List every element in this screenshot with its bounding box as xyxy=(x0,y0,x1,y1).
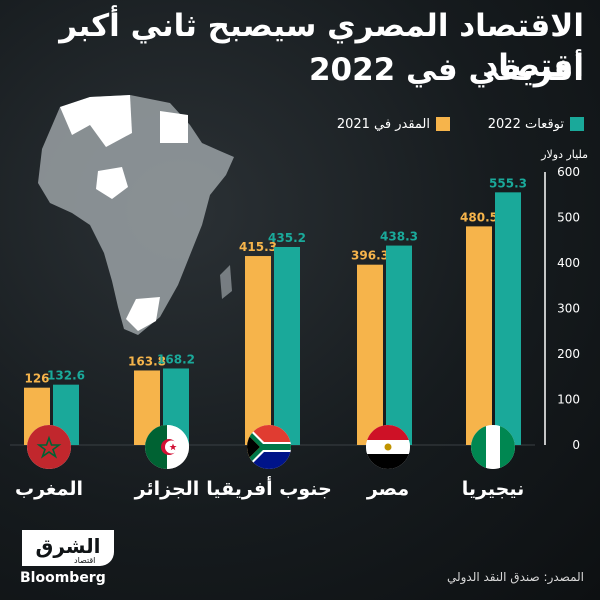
data-label-2021-3: 396.3 xyxy=(351,249,389,263)
category-label-nigeria: نيجيريا xyxy=(461,478,525,500)
logo-tag-text: اقتصاد xyxy=(74,556,96,565)
y-tick-label-200: 200 xyxy=(557,347,580,361)
legend-label-2021: المقدر في 2021 xyxy=(336,116,430,132)
algeria-flag-icon xyxy=(145,425,189,469)
y-axis-unit-label: مليار دولار xyxy=(541,148,588,161)
data-label-2021-4: 480.5 xyxy=(460,210,498,224)
bar-2022-2 xyxy=(274,246,300,445)
data-label-2022-1: 168.2 xyxy=(157,352,195,366)
africa-map-illustration xyxy=(38,95,234,335)
nigeria-flag-icon xyxy=(471,425,515,469)
legend-item-2021: المقدر في 2021 xyxy=(337,115,450,133)
data-label-2021-2: 415.3 xyxy=(239,240,277,254)
legend-swatch-2021 xyxy=(436,117,450,131)
y-tick-label-500: 500 xyxy=(557,211,580,225)
y-tick-label-600: 600 xyxy=(557,165,580,179)
data-label-2022-4: 555.3 xyxy=(489,176,527,190)
egypt-flag-icon xyxy=(366,425,410,469)
bar-2022-4 xyxy=(495,192,521,445)
y-tick-label-300: 300 xyxy=(557,302,580,316)
data-label-2022-3: 438.3 xyxy=(380,230,418,244)
data-label-2022-0: 132.6 xyxy=(47,369,85,383)
bar-2021-4 xyxy=(466,226,492,445)
logo-brand-text: Bloomberg xyxy=(20,570,106,586)
data-label-2021-0: 126 xyxy=(24,372,49,386)
data-label-2021-1: 163.8 xyxy=(128,354,166,368)
legend-swatch-2022 xyxy=(570,117,584,131)
category-label-south-africa: جنوب أفريقيا xyxy=(206,478,332,500)
y-tick-label-400: 400 xyxy=(557,256,580,270)
south-africa-flag-icon xyxy=(247,425,291,469)
y-tick-label-0: 0 xyxy=(572,438,580,452)
logo-main-text: الشرق xyxy=(22,530,114,566)
asharq-bloomberg-logo: الشرق اقتصاد Bloomberg xyxy=(14,530,126,590)
legend-label-2022: توقعات 2022 xyxy=(487,116,564,132)
category-label-algeria: الجزائر xyxy=(134,478,200,500)
data-label-2022-2: 435.2 xyxy=(268,231,306,245)
y-tick-label-100: 100 xyxy=(557,393,580,407)
source-note: المصدر: صندق النقد الدولي xyxy=(446,570,584,584)
category-label-morocco: المغرب xyxy=(14,478,84,500)
category-label-egypt: مصر xyxy=(366,478,410,500)
bar-2021-3 xyxy=(357,264,383,445)
legend-item-2022: توقعات 2022 xyxy=(488,115,584,133)
chart-title-line1: الاقتصاد المصري سيصبح ثاني أكبر اقتصاد xyxy=(59,8,584,84)
bar-2021-2 xyxy=(245,256,271,445)
chart-title-line2: أفريقي في 2022 xyxy=(308,52,584,88)
morocco-flag-icon xyxy=(27,425,71,469)
bar-2022-3 xyxy=(386,245,412,445)
